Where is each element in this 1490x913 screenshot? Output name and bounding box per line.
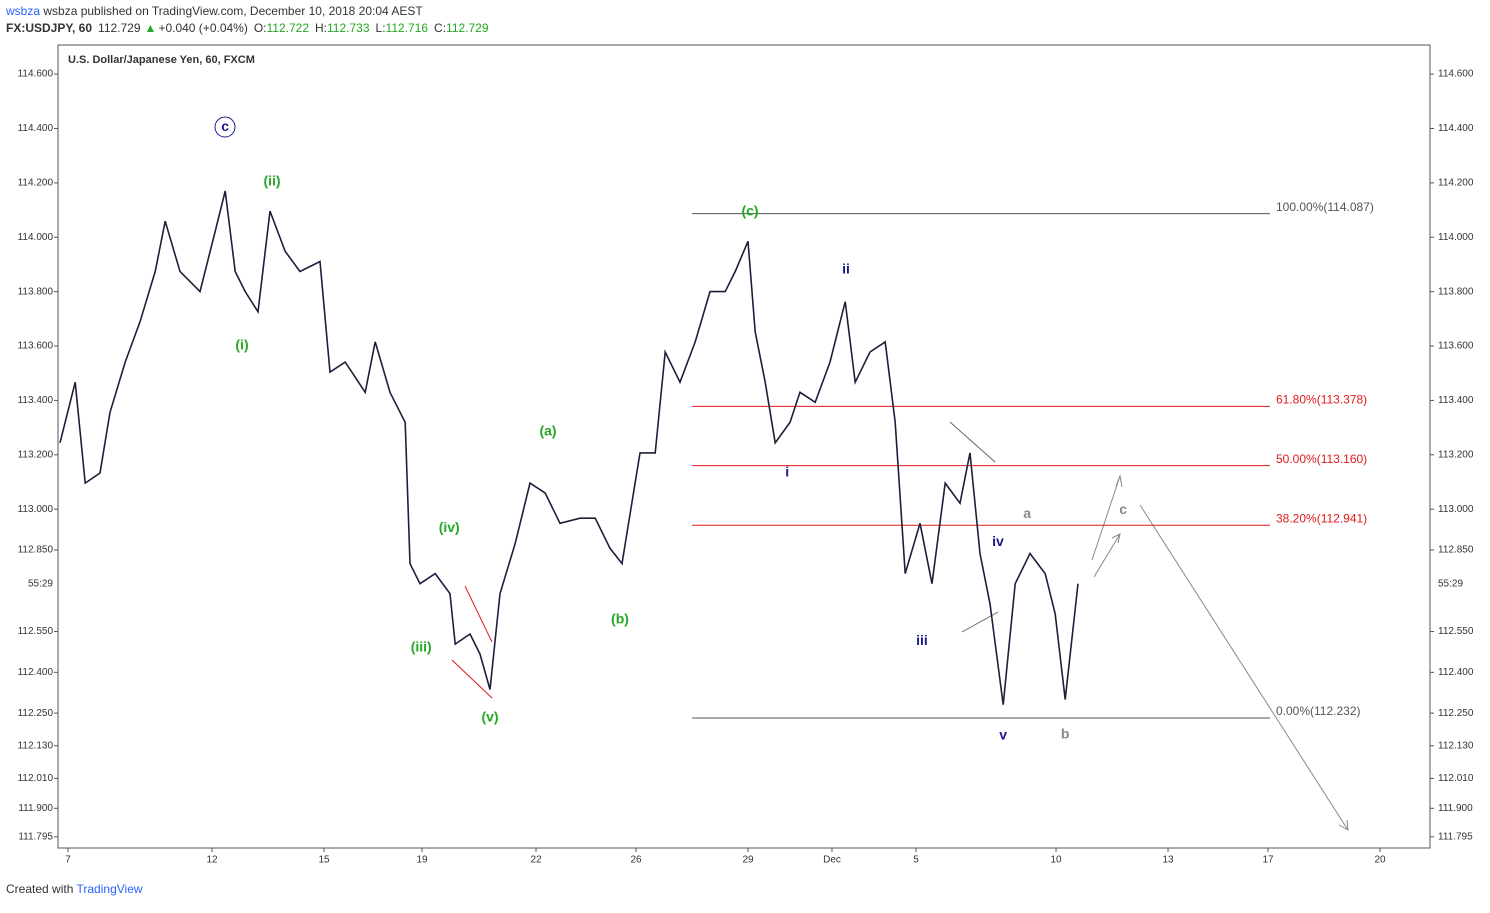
x-tick-label: 12 (206, 855, 218, 866)
y-tick-label: 113.800 (1438, 286, 1474, 297)
y-tick-label: 114.000 (18, 232, 54, 243)
user: wsbza (5, 4, 40, 18)
y-tick-label: 111.900 (18, 803, 53, 814)
y-tick-label: 114.200 (18, 178, 54, 189)
wave-label: (a) (539, 422, 556, 438)
wave-label: v (999, 726, 1007, 742)
y-tick-label: 112.850 (18, 545, 54, 556)
x-tick-label: 10 (1050, 855, 1062, 866)
x-tick-label: 22 (530, 855, 542, 866)
ohlc-value: 112.716 (386, 21, 429, 35)
wave-label: i (785, 464, 789, 480)
y-tick-label: 112.850 (1438, 545, 1474, 556)
y-tick-label: 112.250 (1438, 708, 1474, 719)
countdown: 55:29 (28, 578, 53, 589)
y-tick-label: 112.250 (18, 708, 54, 719)
wave-label: c (221, 118, 229, 134)
change: +0.040 (+0.04%) (158, 21, 247, 35)
y-tick-label: 112.130 (1438, 740, 1474, 751)
y-tick-label: 113.200 (18, 449, 54, 460)
ohlc-value: 112.729 (446, 21, 489, 35)
wave-label: (v) (481, 708, 498, 724)
wave-label: (ii) (263, 172, 280, 188)
y-tick-label: 112.010 (1438, 773, 1474, 784)
wave-label: a (1023, 505, 1031, 521)
countdown: 55:29 (1438, 578, 1463, 589)
y-tick-label: 113.200 (1438, 449, 1474, 460)
x-tick-label: 13 (1162, 855, 1174, 866)
wave-label: b (1061, 726, 1070, 742)
ohlc-label: C: (434, 21, 446, 35)
ohlc: O:112.722 H:112.733 L:112.716 C:112.729 (254, 21, 489, 35)
y-tick-label: 113.400 (18, 395, 54, 406)
y-tick-label: 112.400 (1438, 667, 1474, 678)
y-tick-label: 114.600 (18, 69, 54, 80)
wave-label: (b) (611, 611, 629, 627)
last: 112.729 (98, 21, 141, 35)
y-tick-label: 113.600 (18, 341, 54, 352)
y-tick-label: 111.795 (1438, 831, 1473, 842)
plot-frame (57, 44, 1431, 849)
x-tick-label: 26 (630, 855, 642, 866)
ohlc-label: H: (315, 21, 327, 35)
fib-label: 61.80%(113.378) (1276, 393, 1367, 407)
y-tick-label: 111.900 (1438, 803, 1473, 814)
y-tick-label: 114.600 (1438, 69, 1474, 80)
brand: TradingView (77, 882, 143, 896)
x-tick-label: 20 (1374, 855, 1386, 866)
x-tick-label: 17 (1262, 855, 1274, 866)
y-tick-label: 112.010 (18, 773, 54, 784)
y-tick-label: 112.400 (18, 667, 54, 678)
wave-label: (iv) (439, 519, 460, 535)
x-tick-label: 7 (65, 855, 71, 866)
y-tick-label: 113.000 (1438, 504, 1474, 515)
wave-label: ii (842, 260, 850, 276)
wave-label: iii (916, 632, 928, 648)
chart-title: U.S. Dollar/Japanese Yen, 60, FXCM (68, 54, 255, 66)
wave-label: (iii) (411, 639, 432, 655)
symbol: FX:USDJPY, 60 (6, 21, 92, 35)
ohlc-value: 112.722 (267, 21, 310, 35)
footer: Created with TradingView (6, 882, 143, 896)
drawings (214, 116, 1349, 831)
ohlc-label: O: (254, 21, 267, 35)
fib-label: 100.00%(114.087) (1276, 200, 1374, 214)
y-tick-label: 114.000 (1438, 232, 1474, 243)
symbol-line: FX:USDJPY, 60 112.729 ▲ +0.040 (+0.04%) O:11… (6, 21, 489, 35)
published-text: wsbza published on TradingView.com, Dece… (42, 4, 423, 18)
wave-label: (i) (235, 337, 248, 353)
y-tick-label: 114.400 (18, 123, 54, 134)
y-tick-label: 113.600 (1438, 341, 1474, 352)
x-tick-label: Dec (823, 855, 841, 866)
fib-label: 50.00%(113.160) (1276, 452, 1367, 466)
x-tick-label: 5 (913, 855, 919, 866)
ohlc-value: 112.733 (327, 21, 370, 35)
y-tick-label: 113.800 (18, 286, 54, 297)
footer-text: Created with (6, 882, 73, 896)
wave-label: c (1119, 501, 1127, 517)
y-tick-label: 112.550 (1438, 626, 1474, 637)
y-tick-label: 113.000 (18, 504, 54, 515)
y-tick-label: 111.795 (18, 831, 53, 842)
wave-label: iv (992, 533, 1004, 549)
ohlc-label: L: (376, 21, 386, 35)
y-tick-label: 112.130 (18, 740, 54, 751)
y-tick-label: 114.200 (1438, 178, 1474, 189)
y-tick-label: 113.400 (1438, 395, 1474, 406)
price-line (59, 190, 1079, 705)
x-tick-label: 29 (742, 855, 754, 866)
y-tick-label: 114.400 (1438, 123, 1474, 134)
y-tick-label: 112.550 (18, 626, 54, 637)
wave-label: (c) (741, 203, 758, 219)
fib-label: 0.00%(112.232) (1276, 704, 1361, 718)
x-tick-label: 19 (416, 855, 428, 866)
fib-label: 38.20%(112.941) (1276, 511, 1367, 525)
published: wsbza wsbza published on TradingView.com… (5, 4, 423, 18)
x-tick-label: 15 (318, 855, 330, 866)
